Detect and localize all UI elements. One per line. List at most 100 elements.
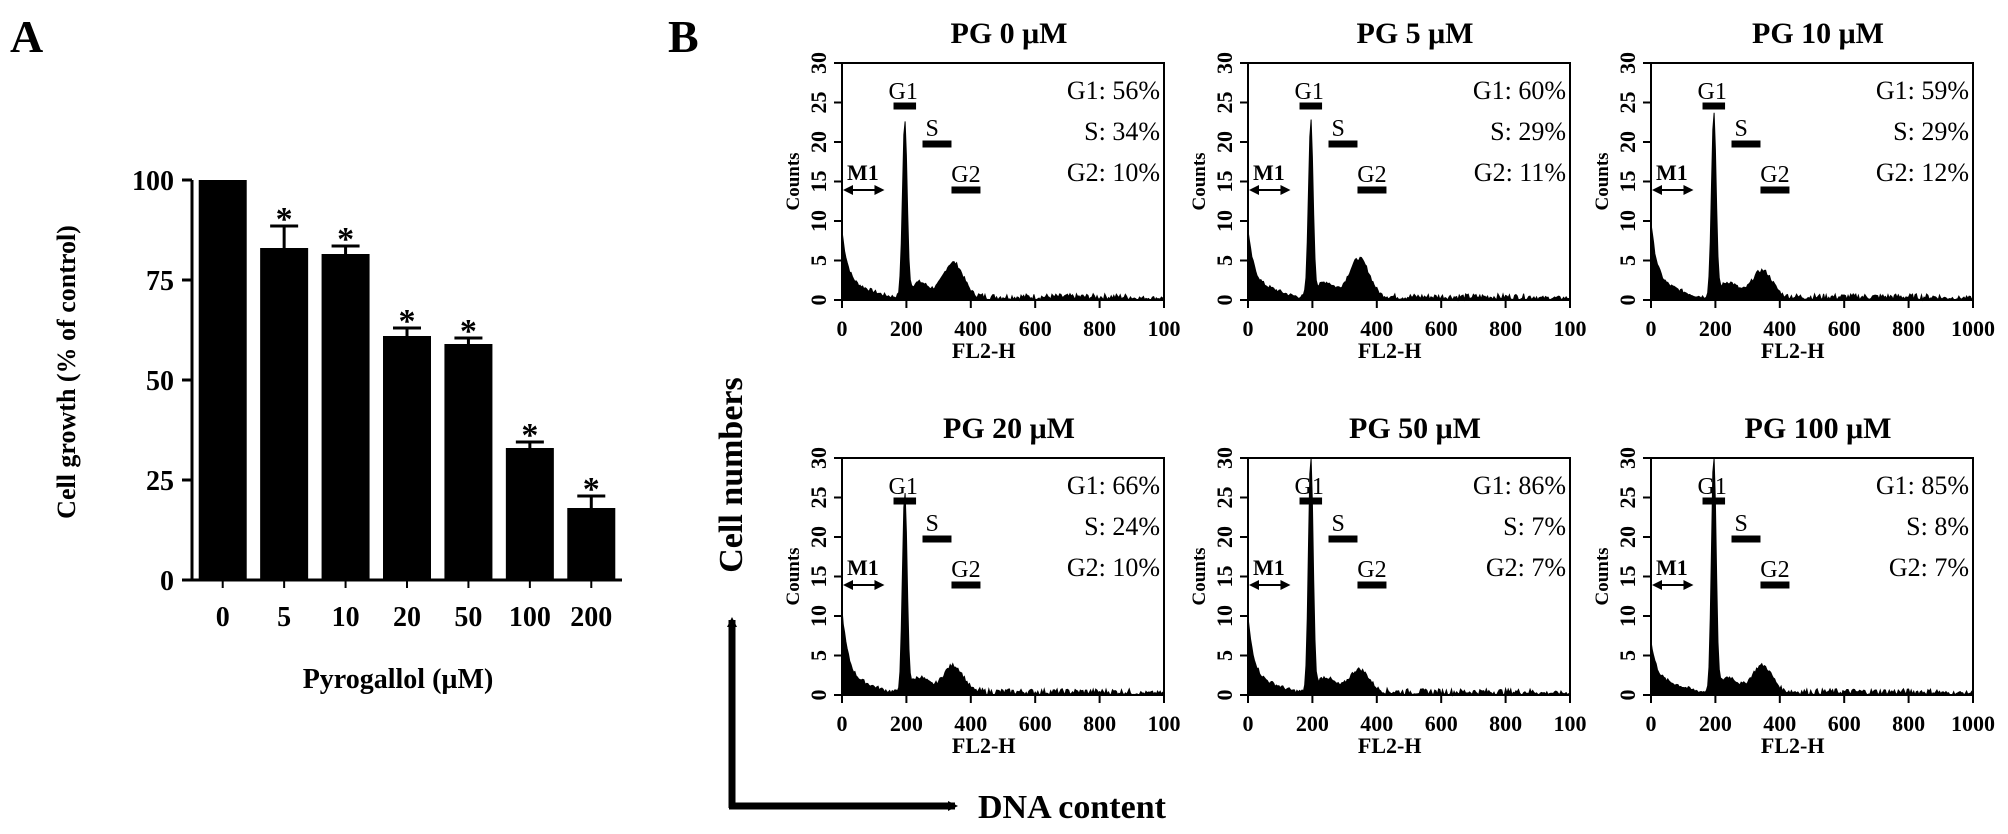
- histogram-x-tick-label: 200: [1296, 316, 1329, 341]
- panel-a-x-tick-label: 0: [216, 602, 230, 633]
- histogram-x-tick-label: 400: [1360, 711, 1393, 736]
- histogram-x-tick-label: 400: [1763, 711, 1796, 736]
- histogram-title: PG 0 μM: [951, 17, 1068, 50]
- histogram-y-tick-label: 10: [1615, 210, 1640, 232]
- panel-a-x-tick-label: 50: [454, 602, 482, 633]
- histogram-y-tick-label: 25: [1615, 487, 1640, 509]
- histogram-area: [841, 121, 1165, 302]
- m1-arrow-left-icon: [1652, 580, 1662, 590]
- m1-label: M1: [847, 555, 879, 580]
- histogram-title: PG 5 μM: [1357, 17, 1474, 50]
- histogram-y-tick-label: 10: [1615, 605, 1640, 627]
- histogram-y-tick-label: 15: [1212, 566, 1237, 588]
- g2-percent: G2: 7%: [1486, 553, 1566, 582]
- m1-label: M1: [1253, 160, 1285, 185]
- histogram-y-tick-label: 25: [1212, 487, 1237, 509]
- histogram-x-axis-label: FL2-H: [1761, 733, 1825, 758]
- histogram-area: [1650, 112, 1974, 302]
- histogram-y-tick-label: 10: [1212, 605, 1237, 627]
- histogram-x-axis-label: FL2-H: [952, 733, 1016, 758]
- histogram-x-tick-label: 400: [1763, 316, 1796, 341]
- histogram-y-tick-label: 20: [1212, 526, 1237, 548]
- histogram-panel: PG 100 μM 0 5 10 15 20 25 30 Counts 0 200 400 600 800…: [1592, 412, 1995, 758]
- panel-a-y-tick-label: 50: [146, 366, 174, 397]
- g1-gate-label: G1: [1698, 474, 1727, 500]
- histogram-y-tick-label: 5: [806, 650, 831, 661]
- histogram-x-axis-label: FL2-H: [952, 338, 1016, 363]
- histogram-x-tick-label: 600: [1019, 711, 1052, 736]
- histogram-title: PG 100 μM: [1745, 412, 1892, 445]
- histogram-x-tick-label: 100: [1148, 316, 1181, 341]
- panel-a-y-tick-label: 25: [146, 466, 174, 497]
- cell-numbers-label: Cell numbers: [713, 377, 750, 573]
- histogram-x-tick-label: 200: [1699, 316, 1732, 341]
- histogram-x-tick-label: 800: [1489, 316, 1522, 341]
- histogram-title: PG 10 μM: [1752, 17, 1884, 50]
- histogram-area: [1650, 457, 1974, 697]
- histogram-y-tick-label: 30: [1615, 447, 1640, 469]
- panel-a-x-axis-label: Pyrogallol (µM): [303, 664, 494, 695]
- histogram-y-tick-label: 5: [1615, 650, 1640, 661]
- histogram-y-tick-label: 0: [1212, 295, 1237, 306]
- histogram-panel: PG 5 μM 0 5 10 15 20 25 30 Counts 0 200 400 600 800 10…: [1189, 17, 1587, 363]
- g2-gate-label: G2: [951, 557, 980, 583]
- histogram-y-tick-label: 15: [1615, 171, 1640, 193]
- histogram-panel: PG 50 μM 0 5 10 15 20 25 30 Counts 0 200 400 600 800 1…: [1189, 412, 1587, 758]
- panel-a-y-axis-label: Cell growth (% of control): [52, 225, 81, 519]
- m1-arrow-right-icon: [1683, 185, 1694, 195]
- histogram-x-tick-label: 0: [1243, 316, 1254, 341]
- histogram-x-axis-label: FL2-H: [1761, 338, 1825, 363]
- histogram-y-tick-label: 20: [1615, 526, 1640, 548]
- panel-a-y-tick-label: 100: [132, 166, 174, 197]
- g1-percent: G1: 56%: [1067, 76, 1160, 105]
- histogram-x-tick-label: 100: [1554, 711, 1587, 736]
- dna-content-axis: DNA content: [729, 789, 1167, 826]
- s-gate-label: S: [925, 511, 938, 537]
- histogram-x-tick-label: 800: [1892, 711, 1925, 736]
- histogram-y-tick-label: 20: [806, 131, 831, 153]
- m1-label: M1: [847, 160, 879, 185]
- histogram-x-tick-label: 0: [1646, 711, 1657, 736]
- histogram-y-tick-label: 0: [1212, 690, 1237, 701]
- histogram-y-tick-label: 5: [1212, 255, 1237, 266]
- histogram-x-tick-label: 200: [890, 316, 923, 341]
- panel-a-significance-star: *: [521, 417, 538, 454]
- m1-label: M1: [1253, 555, 1285, 580]
- s-percent: S: 8%: [1906, 512, 1969, 541]
- panel-a-letter: A: [10, 11, 43, 62]
- m1-arrow-right-icon: [1683, 580, 1694, 590]
- histogram-y-tick-label: 25: [1615, 92, 1640, 114]
- histogram-y-tick-label: 30: [806, 447, 831, 469]
- histogram-y-tick-label: 0: [1615, 295, 1640, 306]
- histogram-x-tick-label: 1000: [1951, 711, 1995, 736]
- g1-gate-label: G1: [1295, 79, 1324, 105]
- panel-a-x-tick-label: 10: [332, 602, 360, 633]
- panel-a-y-tick-label: 0: [160, 566, 174, 597]
- histogram-panel: PG 10 μM 0 5 10 15 20 25 30 Counts 0 200 400 600 800 1…: [1592, 17, 1995, 363]
- histogram-y-tick-label: 20: [1212, 131, 1237, 153]
- histogram-x-tick-label: 600: [1019, 316, 1052, 341]
- g2-gate-label: G2: [1357, 162, 1386, 188]
- histogram-y-axis-label: Counts: [783, 547, 804, 605]
- histogram-panel: PG 0 μM 0 5 10 15 20 25 30 Counts 0 200 400 600 800 10…: [783, 17, 1181, 363]
- histogram-y-tick-label: 0: [1615, 690, 1640, 701]
- panel-a-bar: [198, 180, 247, 580]
- g2-gate-label: G2: [1357, 557, 1386, 583]
- histogram-x-tick-label: 0: [1646, 316, 1657, 341]
- histogram-x-tick-label: 800: [1489, 711, 1522, 736]
- panel-a-x-tick-label: 5: [277, 602, 291, 633]
- panel-a-x-tick-label: 200: [570, 602, 612, 633]
- s-percent: S: 7%: [1503, 512, 1566, 541]
- histogram-y-tick-label: 20: [806, 526, 831, 548]
- panel-a-significance-star: *: [399, 303, 416, 340]
- histogram-x-tick-label: 400: [1360, 316, 1393, 341]
- histogram-x-tick-label: 100: [1148, 711, 1181, 736]
- histogram-y-axis-label: Counts: [1592, 152, 1613, 210]
- panel-a-bar: [567, 508, 616, 580]
- g1-gate-label: G1: [889, 474, 918, 500]
- g2-gate-label: G2: [1760, 557, 1789, 583]
- m1-arrow-left-icon: [843, 580, 853, 590]
- histogram-y-tick-label: 5: [1615, 255, 1640, 266]
- histogram-x-tick-label: 600: [1425, 711, 1458, 736]
